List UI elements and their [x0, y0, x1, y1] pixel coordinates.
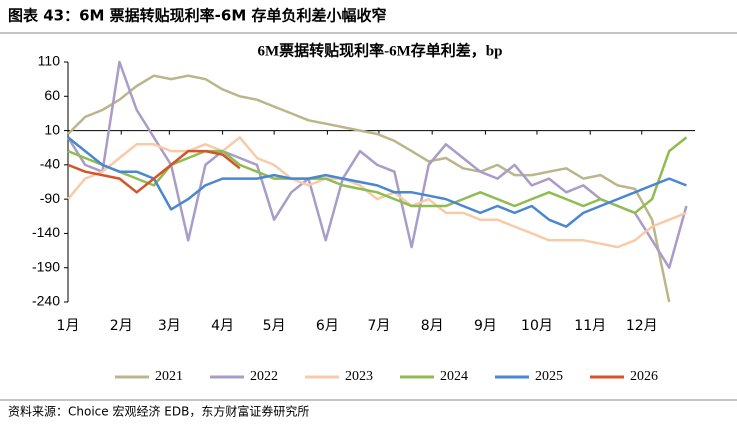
- x-tick-label: 12月: [626, 318, 658, 334]
- series-line: [67, 74, 671, 303]
- y-tick-label: -140: [32, 224, 60, 240]
- x-tick-label: 1月: [57, 318, 80, 334]
- x-tick-label: 4月: [211, 318, 234, 334]
- x-tick-label: 3月: [158, 318, 181, 334]
- x-tick-label: 9月: [474, 318, 497, 334]
- legend-label: 2023: [345, 369, 373, 384]
- header: 图表 43：6M 票据转贴现利率-6M 存单负利差小幅收窄: [8, 7, 387, 25]
- x-tick-label: 2月: [110, 318, 133, 334]
- y-tick-label: -240: [32, 293, 60, 309]
- legend-label: 2021: [155, 369, 183, 384]
- source: 资料来源：Choice 宏观经济 EDB，东方财富证券研究所: [8, 404, 309, 419]
- y-tick-label: -40: [40, 156, 60, 172]
- x-tick-label: 5月: [263, 318, 286, 334]
- legend-label: 2025: [535, 369, 563, 384]
- series-line: [67, 136, 687, 249]
- series-line: [67, 149, 241, 194]
- chart-title: 6M票据转贴现利率-6M存单利差，bp: [258, 41, 503, 59]
- y-tick-label: 60: [44, 87, 60, 103]
- y-tick-label: -90: [40, 190, 60, 206]
- x-tick-label: 6月: [316, 318, 339, 334]
- y-tick-label: 110: [38, 53, 61, 69]
- series-line: [66, 60, 688, 269]
- legend-label: 2024: [440, 369, 468, 384]
- x-tick-label: 7月: [367, 318, 390, 334]
- x-tick-label: 8月: [421, 318, 444, 334]
- legend-label: 2022: [250, 369, 278, 384]
- x-tick-label: 10月: [521, 318, 553, 334]
- y-tick-label: -190: [32, 258, 60, 274]
- series-line: [67, 136, 687, 228]
- x-tick-label: 11月: [574, 318, 606, 334]
- y-tick-label: 10: [44, 121, 60, 137]
- legend-label: 2026: [630, 369, 658, 384]
